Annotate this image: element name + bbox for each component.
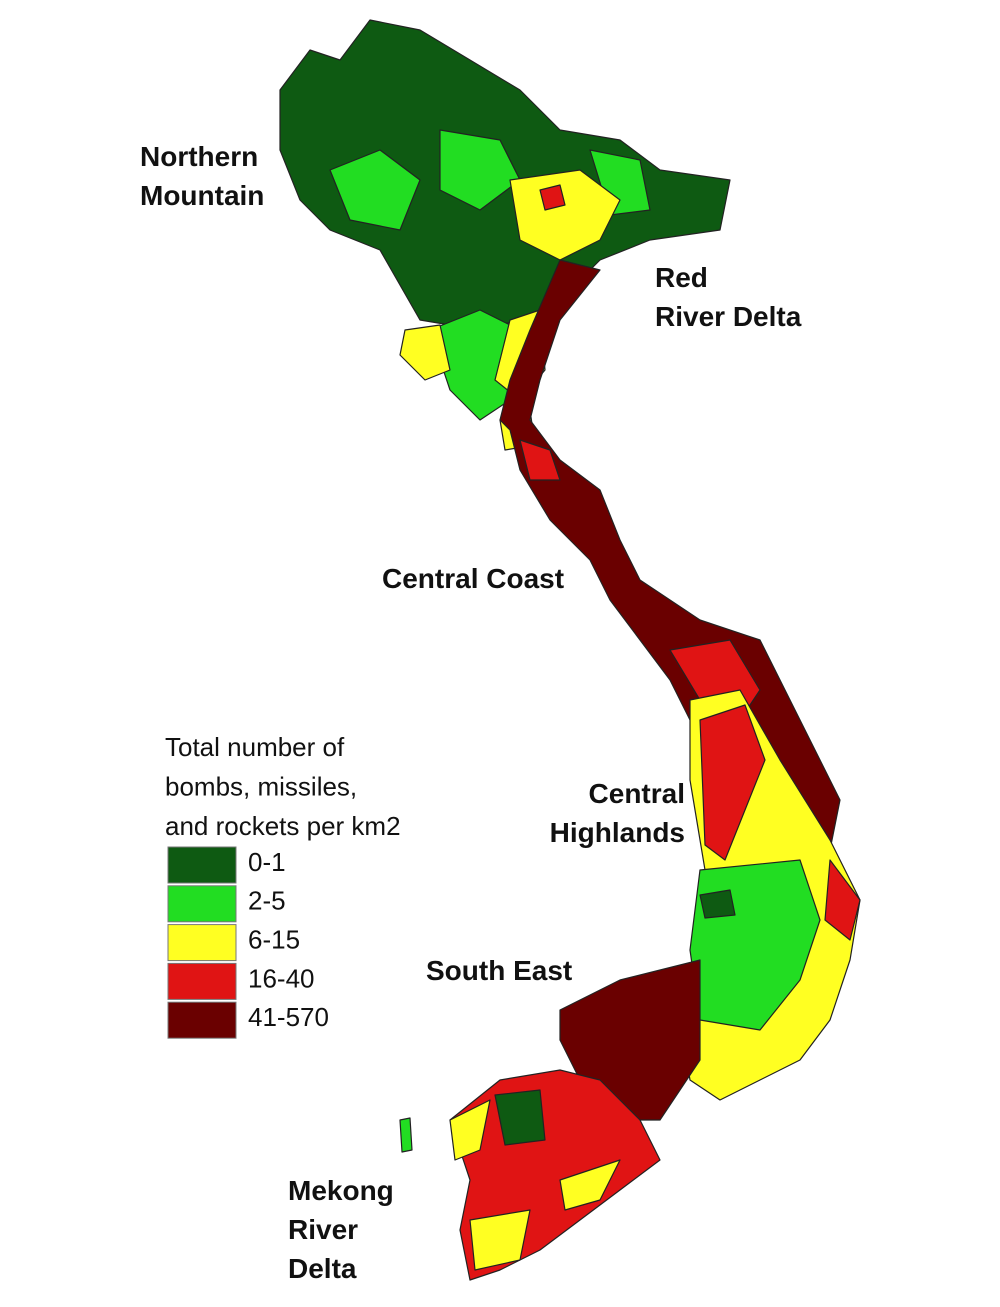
- vietnam-map: [279, 19, 861, 1281]
- region-label: Northern: [140, 141, 258, 172]
- district-area: [469, 1209, 531, 1271]
- region-label: Mountain: [140, 180, 264, 211]
- legend-label: 0-1: [248, 847, 286, 877]
- legend-swatch: [167, 962, 237, 1000]
- region-label: South East: [426, 955, 572, 986]
- district-area: [509, 169, 621, 261]
- district-area: [494, 1089, 546, 1146]
- district-area: [449, 1099, 491, 1161]
- region-label: Highlands: [550, 817, 685, 848]
- district-area: [824, 859, 861, 941]
- district-area: [699, 889, 736, 919]
- district-area: [519, 439, 561, 481]
- region-label: Mekong: [288, 1175, 394, 1206]
- legend-title: and rockets per km2: [165, 811, 401, 841]
- legend-swatch: [167, 846, 237, 884]
- district-area: [329, 149, 421, 231]
- district-area: [399, 1117, 413, 1153]
- district-area: [499, 259, 841, 851]
- district-area: [539, 184, 566, 211]
- region-label: Delta: [288, 1253, 357, 1284]
- region-label: Central: [589, 778, 685, 809]
- legend-label: 6-15: [248, 924, 300, 954]
- legend: Total number of bombs, missiles, and rocke…: [165, 732, 401, 1039]
- region-label: Central Coast: [382, 563, 564, 594]
- district-area: [439, 129, 521, 211]
- legend-label: 16-40: [248, 963, 315, 993]
- legend-label: 41-570: [248, 1002, 329, 1032]
- region-label: River: [288, 1214, 358, 1245]
- region-labels: Northern Mountain Red River Delta Central Co…: [140, 141, 802, 1284]
- district-area: [559, 1159, 621, 1211]
- district-area: [699, 704, 766, 861]
- legend-swatch: [167, 885, 237, 923]
- legend-label: 2-5: [248, 886, 286, 916]
- legend-title: Total number of: [165, 732, 345, 762]
- region-label: River Delta: [655, 301, 802, 332]
- legend-swatch: [167, 1001, 237, 1039]
- district-area: [399, 324, 451, 381]
- legend-title: bombs, missiles,: [165, 772, 357, 802]
- region-label: Red: [655, 262, 708, 293]
- legend-swatch: [167, 924, 237, 962]
